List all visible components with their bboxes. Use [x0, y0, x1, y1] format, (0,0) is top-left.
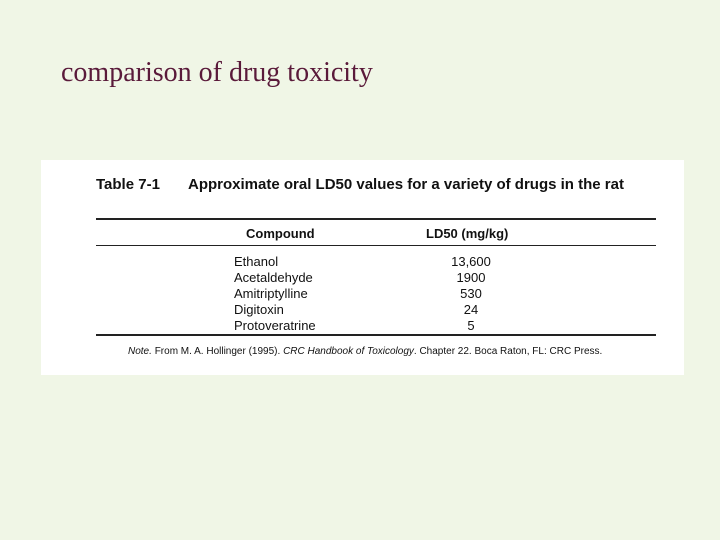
- compound-cell: Protoveratrine: [234, 318, 316, 333]
- ld50-cell: 1900: [456, 270, 486, 285]
- compound-cell: Digitoxin: [234, 302, 284, 317]
- note-source-title: CRC Handbook of Toxicology: [283, 346, 414, 357]
- table-row: Digitoxin 24: [41, 302, 684, 318]
- table-body: Ethanol 13,600 Acetaldehyde 1900 Amitrip…: [41, 254, 684, 334]
- note-suffix: . Chapter 22. Boca Raton, FL: CRC Press.: [413, 346, 603, 357]
- table-top-rule: [96, 218, 656, 220]
- table-caption-text: Approximate oral LD50 values for a varie…: [188, 176, 624, 193]
- table-row: Acetaldehyde 1900: [41, 270, 684, 286]
- ld50-cell: 24: [463, 302, 479, 317]
- table-note: Note. From M. A. Hollinger (1995). CRC H…: [128, 345, 602, 358]
- table-header-rule: [96, 245, 656, 246]
- compound-cell: Amitriptylline: [234, 286, 308, 301]
- compound-cell: Ethanol: [234, 254, 279, 269]
- table-row: Amitriptylline 530: [41, 286, 684, 302]
- table-figure: Table 7-1 Approximate oral LD50 values f…: [41, 160, 684, 375]
- table-row: Ethanol 13,600: [41, 254, 684, 270]
- note-prefix: From M. A. Hollinger (1995).: [154, 346, 281, 357]
- ld50-cell: 530: [460, 286, 482, 301]
- table-label: Table 7-1: [96, 176, 160, 193]
- note-label: Note.: [128, 346, 152, 357]
- column-header-compound: Compound: [246, 226, 315, 241]
- compound-cell: Acetaldehyde: [234, 270, 313, 285]
- slide-title: comparison of drug toxicity: [61, 57, 373, 88]
- column-header-ld50: LD50 (mg/kg): [426, 226, 509, 241]
- table-row: Protoveratrine 5: [41, 318, 684, 334]
- ld50-cell: 13,600: [451, 254, 491, 269]
- table-bottom-rule: [96, 334, 656, 336]
- ld50-cell: 5: [467, 318, 475, 333]
